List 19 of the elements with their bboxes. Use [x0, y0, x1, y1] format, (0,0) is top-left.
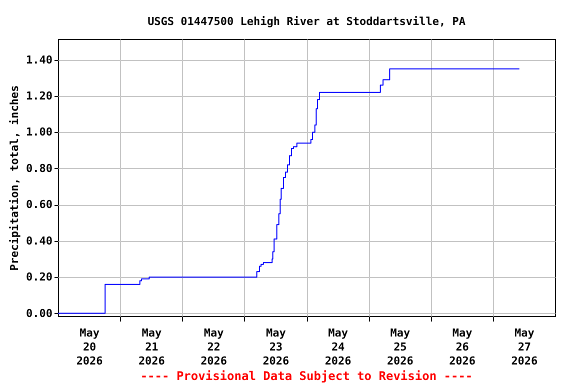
y-tick-label: 0.80 — [26, 162, 52, 175]
x-tick-label: May 23 2026 — [262, 326, 290, 368]
y-tick-label: 0.20 — [26, 270, 52, 284]
y-tick-label: 1.00 — [26, 126, 52, 139]
chart-title: USGS 01447500 Lehigh River at Stoddartsville, PA — [148, 15, 466, 28]
x-tick-label: May 22 2026 — [200, 326, 228, 368]
y-axis-title: Precipitation, total, inches — [8, 85, 22, 271]
x-tick-label: May 20 2026 — [76, 326, 104, 368]
y-tick-label: 0.60 — [26, 198, 52, 212]
y-tick-label: 1.20 — [26, 90, 52, 103]
text: ---- Provisional Data Subject to Revision ---- — [140, 369, 473, 383]
x-tick-label: May 25 2026 — [386, 326, 414, 368]
y-tick-label: 0.00 — [26, 306, 52, 320]
x-tick-label: May 27 2026 — [511, 326, 538, 368]
x-tick-label: May 24 2026 — [324, 326, 352, 368]
y-tick-label: 1.40 — [26, 53, 52, 66]
y-tick-label: 0.40 — [26, 234, 52, 248]
x-tick-label: May 26 2026 — [449, 326, 476, 368]
x-tick-label: May 21 2026 — [138, 326, 166, 368]
